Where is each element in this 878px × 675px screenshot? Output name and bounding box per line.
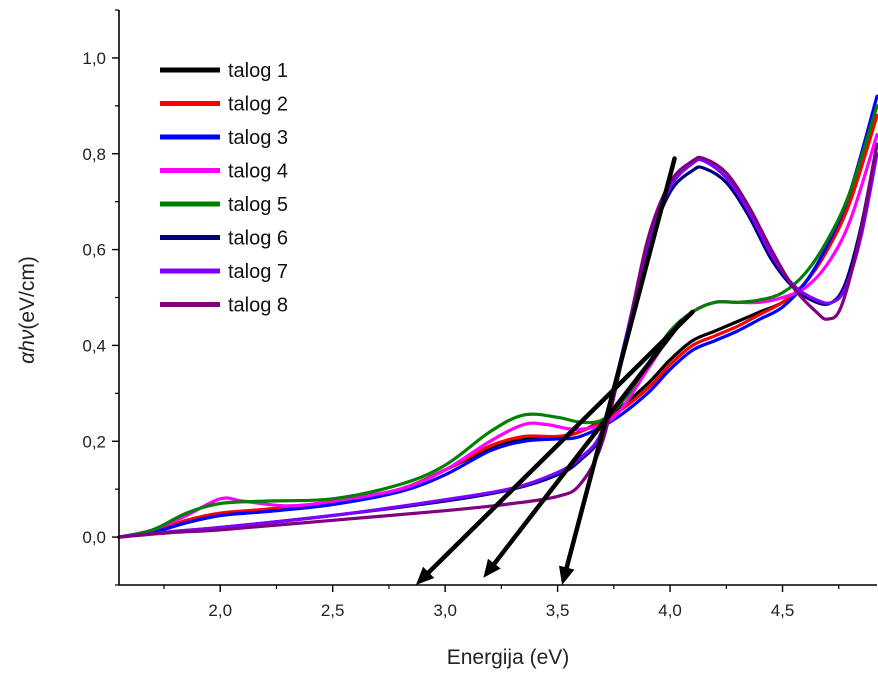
x-tick-label: 3,0	[433, 601, 457, 620]
legend-label: talog 4	[228, 161, 288, 183]
series-line-8	[117, 142, 878, 539]
x-tick-label: 3,5	[546, 601, 570, 620]
legend-item: talog 3	[160, 127, 288, 149]
x-tick-label: 2,0	[208, 601, 232, 620]
annotation-layer	[415, 156, 695, 585]
legend-label: talog 6	[228, 228, 288, 250]
y-tick-label: 1,0	[82, 49, 106, 68]
legend-item: talog 6	[160, 228, 288, 250]
y-tick-label: 0,2	[82, 432, 106, 451]
series-line-2	[117, 113, 878, 539]
x-tick-label: 4,5	[771, 601, 795, 620]
y-axis-symbol: αhν	[16, 329, 39, 364]
plot-area	[119, 10, 877, 585]
legend-item: talog 7	[160, 261, 288, 283]
arrow-head-3	[559, 565, 575, 585]
legend-item: talog 4	[160, 161, 288, 183]
legend-label: talog 3	[228, 127, 288, 149]
y-tick-label: 0,0	[82, 528, 106, 547]
series-line-5	[117, 104, 878, 539]
y-axis-unit: (eV/cm)	[16, 256, 39, 330]
arrow-1	[415, 309, 695, 585]
legend-label: talog 2	[228, 94, 288, 116]
legend-label: talog 8	[228, 295, 288, 317]
x-axis-title: Energija (eV)	[447, 646, 570, 669]
legend-item: talog 5	[160, 194, 288, 216]
plot-background	[119, 10, 877, 585]
legend-item: talog 2	[160, 94, 288, 116]
arrow-2	[483, 319, 684, 578]
arrow-head-2	[483, 558, 501, 578]
y-tick-label: 0,4	[82, 336, 106, 355]
axes: 2,0 2,5 3,0 3,5 4,0 4,5 0,0 0,2 0,4 0,6 0,8 1,0	[82, 9, 877, 620]
legend-item: talog 8	[160, 295, 288, 317]
x-tick-label: 2,5	[321, 601, 345, 620]
legend-label: talog 7	[228, 261, 288, 283]
legend-label: talog 5	[228, 194, 288, 216]
legend-label: talog 1	[228, 60, 288, 82]
arrow-3	[559, 156, 677, 585]
legend-item: talog 1	[160, 60, 288, 82]
y-tick-label: 0,8	[82, 145, 106, 164]
arrow-head-1	[415, 566, 435, 585]
legend: talog 1 talog 2 talog 3 talog 4 talog 5 talog…	[160, 60, 288, 317]
x-tick-label: 4,0	[658, 601, 682, 620]
y-axis-title: αhν(eV/cm)	[16, 256, 39, 364]
y-tick-label: 0,6	[82, 241, 106, 260]
